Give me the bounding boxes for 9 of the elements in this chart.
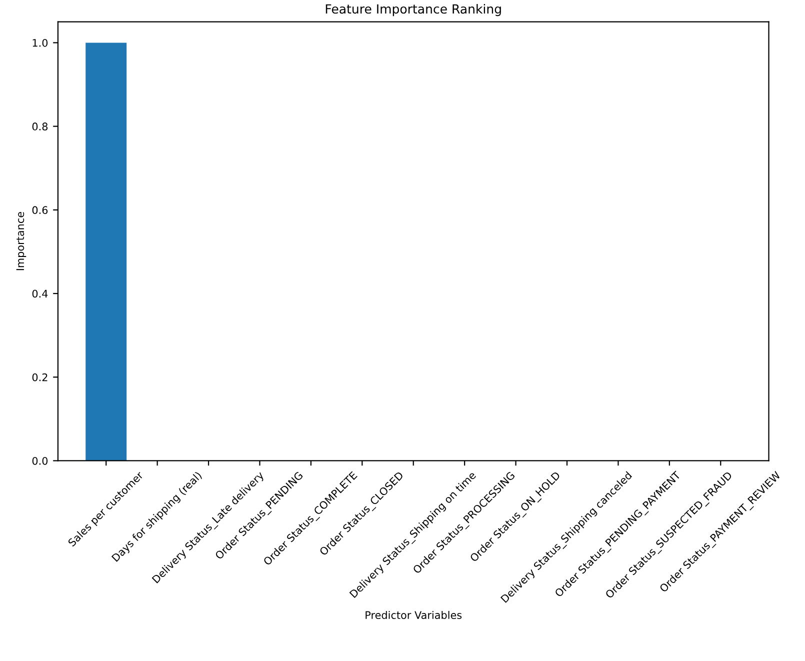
y-tick-label: 0.8 (32, 122, 48, 130)
x-axis-title: Predictor Variables (366, 610, 462, 620)
y-tick-label: 0.6 (32, 206, 48, 214)
y-tick-label: 0.0 (32, 456, 48, 465)
y-axis-title: Importance (16, 212, 26, 270)
y-tick-label: 1.0 (32, 38, 48, 47)
chart-title: Feature Importance Ranking (326, 4, 501, 16)
y-tick-label: 0.2 (32, 373, 48, 382)
y-tick-label: 0.4 (32, 290, 48, 298)
